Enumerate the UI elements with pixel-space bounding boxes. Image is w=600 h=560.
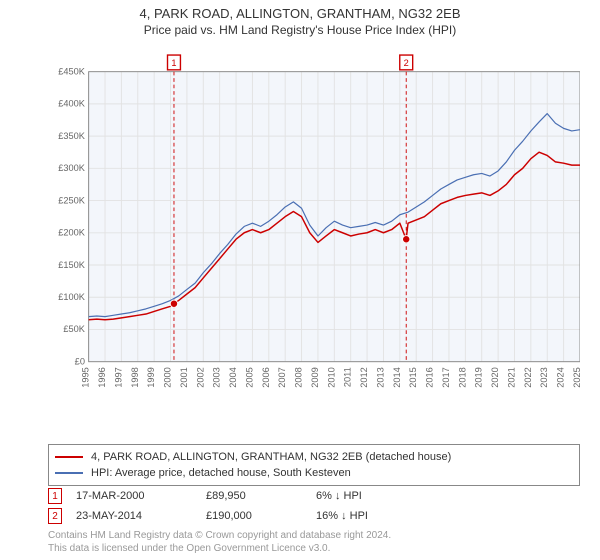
svg-text:£200K: £200K — [58, 228, 86, 238]
footer-attribution: Contains HM Land Registry data © Crown c… — [48, 530, 580, 555]
svg-text:1998: 1998 — [130, 367, 140, 388]
sale-delta: 16% ↓ HPI — [316, 510, 416, 522]
svg-text:2022: 2022 — [523, 367, 533, 388]
legend-label: HPI: Average price, detached house, Sout… — [91, 467, 351, 479]
svg-text:1996: 1996 — [97, 367, 107, 388]
svg-text:2021: 2021 — [506, 367, 516, 388]
svg-text:2015: 2015 — [408, 367, 418, 388]
svg-text:2002: 2002 — [195, 367, 205, 388]
svg-text:£50K: £50K — [63, 324, 85, 334]
line-chart: £0 £50K £100K £150K £200K £250K £300K £350K £400… — [48, 52, 580, 422]
sale-row: 2 23-MAY-2014 £190,000 16% ↓ HPI — [48, 506, 580, 526]
legend: 4, PARK ROAD, ALLINGTON, GRANTHAM, NG32 … — [48, 444, 580, 486]
sales-table: 1 17-MAR-2000 £89,950 6% ↓ HPI 2 23-MAY-… — [48, 486, 580, 526]
svg-text:2011: 2011 — [343, 367, 353, 387]
svg-text:2004: 2004 — [228, 367, 238, 388]
svg-text:£400K: £400K — [58, 99, 86, 109]
svg-text:2013: 2013 — [375, 367, 385, 388]
svg-text:£0: £0 — [75, 356, 85, 366]
svg-text:£450K: £450K — [58, 66, 86, 76]
title-block: 4, PARK ROAD, ALLINGTON, GRANTHAM, NG32 … — [0, 0, 600, 37]
svg-text:2023: 2023 — [539, 367, 549, 388]
svg-text:2000: 2000 — [163, 367, 173, 388]
footer-line: This data is licensed under the Open Gov… — [48, 543, 580, 556]
legend-item: 4, PARK ROAD, ALLINGTON, GRANTHAM, NG32 … — [55, 449, 573, 465]
chart-title-line1: 4, PARK ROAD, ALLINGTON, GRANTHAM, NG32 … — [0, 6, 600, 21]
sale-marker-icon: 1 — [48, 488, 62, 504]
svg-text:2018: 2018 — [457, 367, 467, 388]
svg-text:2001: 2001 — [179, 367, 189, 388]
svg-text:2006: 2006 — [261, 367, 271, 388]
chart-title-line2: Price paid vs. HM Land Registry's House … — [0, 23, 600, 37]
svg-text:2016: 2016 — [425, 367, 435, 388]
sale-marker-icon: 2 — [48, 508, 62, 524]
svg-text:2024: 2024 — [556, 367, 566, 388]
svg-text:£350K: £350K — [58, 131, 86, 141]
svg-text:2012: 2012 — [359, 367, 369, 388]
sale-date: 23-MAY-2014 — [76, 510, 206, 522]
svg-text:2010: 2010 — [326, 367, 336, 388]
svg-text:£300K: £300K — [58, 163, 86, 173]
sale-delta: 6% ↓ HPI — [316, 490, 416, 502]
svg-text:2007: 2007 — [277, 367, 287, 388]
svg-text:2017: 2017 — [441, 367, 451, 388]
svg-text:2: 2 — [404, 58, 409, 68]
sale-row: 1 17-MAR-2000 £89,950 6% ↓ HPI — [48, 486, 580, 506]
svg-text:2003: 2003 — [212, 367, 222, 388]
sale-price: £190,000 — [206, 510, 316, 522]
svg-text:2005: 2005 — [244, 367, 254, 388]
svg-text:1997: 1997 — [113, 367, 123, 388]
svg-text:£250K: £250K — [58, 195, 86, 205]
svg-text:2019: 2019 — [474, 367, 484, 388]
sale-price: £89,950 — [206, 490, 316, 502]
svg-text:2025: 2025 — [572, 367, 580, 388]
legend-swatch — [55, 472, 83, 474]
legend-swatch — [55, 456, 83, 458]
sale-date: 17-MAR-2000 — [76, 490, 206, 502]
svg-text:2008: 2008 — [294, 367, 304, 388]
chart-container: 4, PARK ROAD, ALLINGTON, GRANTHAM, NG32 … — [0, 0, 600, 560]
svg-text:£150K: £150K — [58, 260, 86, 270]
svg-text:2020: 2020 — [490, 367, 500, 388]
svg-text:2014: 2014 — [392, 367, 402, 388]
svg-text:£100K: £100K — [58, 292, 86, 302]
legend-label: 4, PARK ROAD, ALLINGTON, GRANTHAM, NG32 … — [91, 451, 451, 463]
footer-line: Contains HM Land Registry data © Crown c… — [48, 530, 580, 543]
svg-text:1995: 1995 — [81, 367, 91, 388]
svg-text:1999: 1999 — [146, 367, 156, 388]
legend-item: HPI: Average price, detached house, Sout… — [55, 465, 573, 481]
svg-text:2009: 2009 — [310, 367, 320, 388]
svg-text:1: 1 — [171, 58, 176, 68]
